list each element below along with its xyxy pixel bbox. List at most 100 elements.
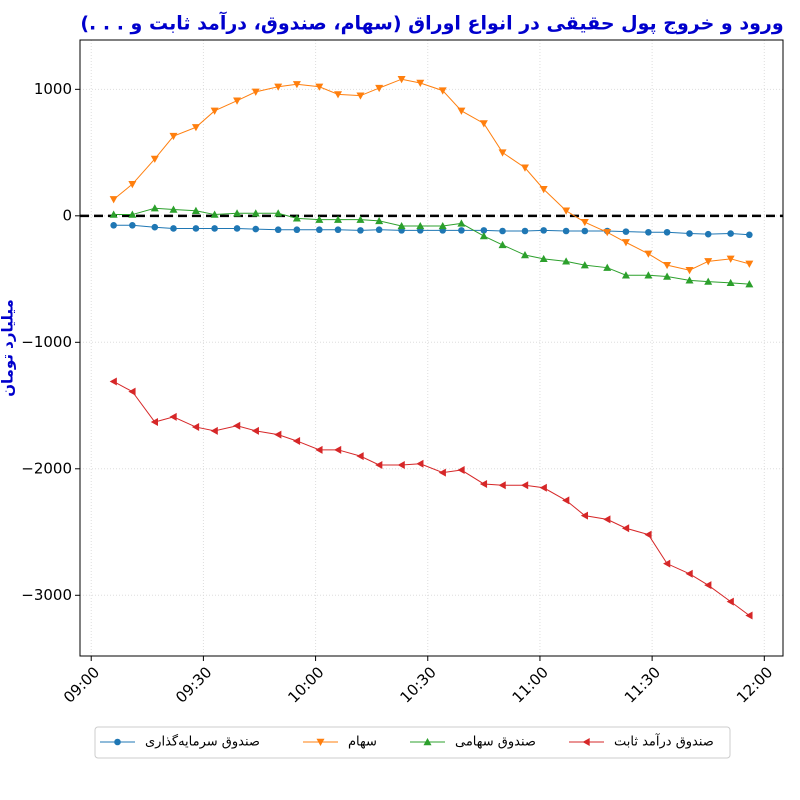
marker xyxy=(663,228,671,236)
marker xyxy=(375,216,384,225)
marker xyxy=(644,250,653,258)
series-line xyxy=(113,381,750,616)
marker xyxy=(745,260,754,268)
legend-label: صندوق سهامی xyxy=(455,735,536,750)
marker xyxy=(438,468,446,477)
marker xyxy=(416,79,425,88)
marker xyxy=(621,524,630,533)
marker xyxy=(274,226,282,234)
marker xyxy=(539,483,547,492)
marker xyxy=(539,254,548,263)
marker xyxy=(727,230,734,237)
marker xyxy=(479,232,488,240)
marker xyxy=(685,267,694,275)
y-tick-label: 0 xyxy=(62,206,72,224)
marker xyxy=(562,207,571,215)
marker xyxy=(499,227,506,235)
marker xyxy=(520,164,529,172)
marker xyxy=(685,569,693,578)
marker xyxy=(416,221,425,230)
marker xyxy=(315,83,324,91)
marker xyxy=(191,206,200,214)
marker xyxy=(622,228,630,235)
marker xyxy=(644,271,653,279)
y-axis-label: میلیارد تومان xyxy=(0,299,17,397)
marker xyxy=(663,272,672,280)
marker xyxy=(170,225,177,232)
marker xyxy=(562,227,570,235)
series-line xyxy=(113,207,750,285)
x-tick-label: 10:30 xyxy=(396,663,439,706)
marker xyxy=(292,436,301,445)
marker xyxy=(151,223,159,231)
marker xyxy=(356,452,364,461)
marker xyxy=(726,597,734,606)
marker xyxy=(498,481,506,490)
series-line xyxy=(113,224,750,236)
marker xyxy=(397,461,405,470)
marker xyxy=(233,225,241,232)
marker xyxy=(315,215,324,223)
marker xyxy=(334,91,343,99)
marker xyxy=(114,738,121,746)
marker xyxy=(457,466,465,475)
marker xyxy=(397,221,406,230)
marker xyxy=(169,205,178,213)
marker xyxy=(210,426,218,435)
marker xyxy=(520,481,529,490)
marker xyxy=(357,227,364,234)
marker xyxy=(274,83,283,91)
marker xyxy=(479,120,488,128)
marker xyxy=(704,230,712,238)
marker xyxy=(704,277,713,285)
marker xyxy=(150,155,159,163)
marker xyxy=(150,204,159,212)
marker xyxy=(746,231,753,239)
marker xyxy=(315,445,323,454)
marker xyxy=(580,261,589,269)
marker xyxy=(458,227,465,234)
marker xyxy=(251,88,260,96)
marker xyxy=(704,581,712,590)
marker xyxy=(726,255,735,263)
marker xyxy=(334,215,343,223)
marker xyxy=(438,87,447,95)
y-tick-label: 1000 xyxy=(34,80,72,98)
marker xyxy=(663,559,671,568)
y-tick-label: −2000 xyxy=(21,459,72,477)
marker xyxy=(416,459,424,468)
marker xyxy=(210,107,219,115)
marker xyxy=(316,738,325,746)
marker xyxy=(539,186,548,194)
marker xyxy=(109,377,117,386)
marker xyxy=(356,92,365,100)
plot-frame xyxy=(79,39,784,657)
marker xyxy=(457,107,466,115)
marker xyxy=(457,219,466,227)
marker xyxy=(603,515,611,524)
marker xyxy=(334,226,342,234)
marker xyxy=(192,225,200,232)
y-tick-label: −3000 xyxy=(21,586,72,604)
chart-title: ورود و خروج پول حقیقی در انواع اوراق (سه… xyxy=(80,11,783,35)
marker xyxy=(292,214,301,222)
x-tick-label: 10:00 xyxy=(284,663,327,706)
marker xyxy=(128,180,137,189)
marker xyxy=(169,132,178,141)
marker xyxy=(233,209,242,217)
x-tick-label: 12:00 xyxy=(733,663,776,706)
marker xyxy=(375,461,383,470)
marker xyxy=(498,149,507,157)
legend-label: صندوق درآمد ثابت xyxy=(614,733,714,750)
marker xyxy=(520,251,529,259)
legend-label: صندوق سرمایه‌گذاری xyxy=(145,734,260,750)
marker xyxy=(621,271,630,279)
series-line xyxy=(113,78,750,271)
marker xyxy=(375,84,384,93)
marker xyxy=(293,226,301,234)
marker xyxy=(109,210,118,218)
marker xyxy=(397,76,406,84)
marker xyxy=(603,229,612,237)
marker xyxy=(129,222,136,229)
